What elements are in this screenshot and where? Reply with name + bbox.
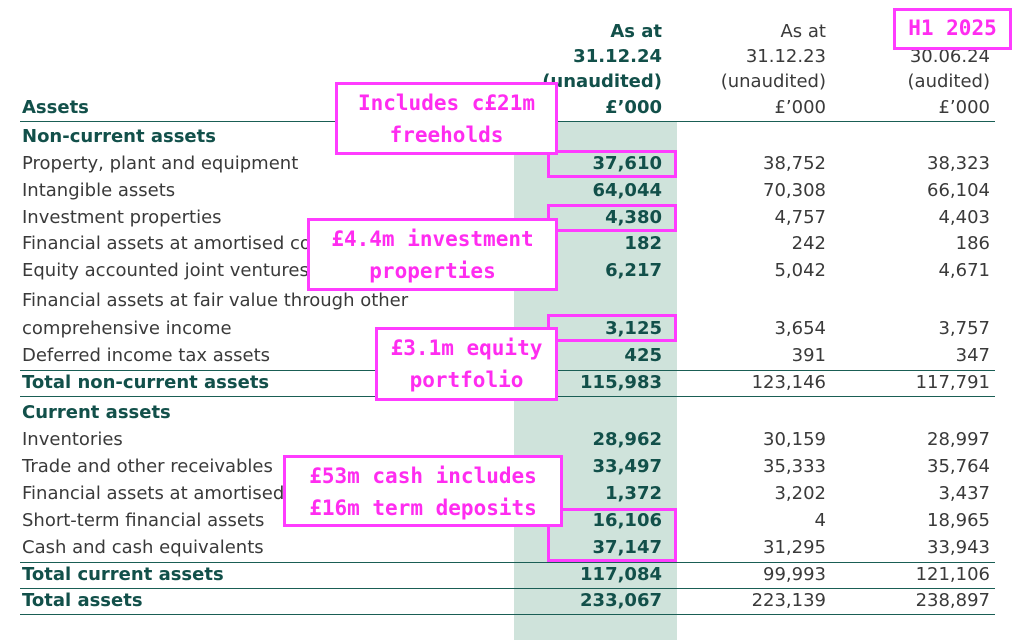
highlight-box xyxy=(547,508,677,562)
highlight-box xyxy=(547,204,677,232)
cell-value: 3,654 xyxy=(774,318,826,339)
cell-value: 425 xyxy=(624,345,662,366)
column-header: 31.12.24 xyxy=(573,46,662,67)
row-label: Investment properties xyxy=(22,207,222,228)
cell-value: 64,044 xyxy=(592,180,662,201)
cell-value: 70,308 xyxy=(763,180,826,201)
row-label: Total current assets xyxy=(22,564,224,585)
cell-value: 182 xyxy=(624,233,662,254)
cell-value: 37,610 xyxy=(592,153,662,174)
row-label: Non-current assets xyxy=(22,126,216,147)
cell-value: 35,764 xyxy=(927,456,990,477)
cell-value: 31,295 xyxy=(763,537,826,558)
cell-value: 30,159 xyxy=(763,429,826,450)
cell-value: 117,791 xyxy=(915,372,990,393)
annotation: H1 2025 xyxy=(893,8,1012,50)
cell-value: 4,403 xyxy=(938,207,990,228)
row-label: Total non-current assets xyxy=(22,372,270,393)
cell-value: 238,897 xyxy=(915,590,990,611)
row-label: Cash and cash equivalents xyxy=(22,537,264,558)
row-label: Financial assets at amortised cost xyxy=(22,483,328,504)
cell-value: 99,993 xyxy=(763,564,826,585)
row-label: Trade and other receivables xyxy=(22,456,273,477)
annotation: Includes c£21m freeholds xyxy=(335,82,558,155)
row-label: Inventories xyxy=(22,429,123,450)
cell-value: 1,372 xyxy=(605,483,662,504)
row-label: Total assets xyxy=(22,590,143,611)
column-header: As at xyxy=(780,21,826,42)
column-header: £’000 xyxy=(938,97,990,118)
cell-value: 38,752 xyxy=(763,153,826,174)
cell-value: 233,067 xyxy=(580,590,662,611)
cell-value: 223,139 xyxy=(751,590,826,611)
cell-value: 3,757 xyxy=(938,318,990,339)
cell-value: 5,042 xyxy=(774,260,826,281)
cell-value: 35,333 xyxy=(763,456,826,477)
column-header: 31.12.23 xyxy=(745,46,826,67)
cell-value: 3,202 xyxy=(774,483,826,504)
row-label: Current assets xyxy=(22,402,171,423)
column-header: £’000 xyxy=(774,97,826,118)
rule xyxy=(20,614,995,615)
row-label: Financial assets at amortised cost xyxy=(22,233,328,254)
row-label: Deferred income tax assets xyxy=(22,345,271,366)
cell-value: 347 xyxy=(955,345,990,366)
row-label: Property, plant and equipment xyxy=(22,153,299,174)
cell-value: 28,962 xyxy=(592,429,662,450)
cell-value: 38,323 xyxy=(927,153,990,174)
annotation: £4.4m investment properties xyxy=(307,218,558,291)
cell-value: 4 xyxy=(814,510,826,531)
row-label: Short-term financial assets xyxy=(22,510,265,531)
rule xyxy=(20,562,995,563)
row-label: comprehensive income xyxy=(22,318,232,339)
cell-value: 121,106 xyxy=(915,564,990,585)
cell-value: 6,217 xyxy=(605,260,662,281)
cell-value: 3,437 xyxy=(938,483,990,504)
cell-value: 37,147 xyxy=(592,537,662,558)
cell-value: 16,106 xyxy=(592,510,662,531)
section-label: Assets xyxy=(22,97,89,118)
annotation: £3.1m equity portfolio xyxy=(375,327,558,401)
cell-value: 123,146 xyxy=(751,372,826,393)
cell-value: 4,757 xyxy=(774,207,826,228)
cell-value: 391 xyxy=(791,345,826,366)
row-label: Intangible assets xyxy=(22,180,176,201)
row-label: Equity accounted joint ventures xyxy=(22,260,309,281)
cell-value: 4,380 xyxy=(605,207,662,228)
cell-value: 28,997 xyxy=(927,429,990,450)
column-header: (unaudited) xyxy=(542,71,662,92)
cell-value: 117,084 xyxy=(580,564,662,585)
cell-value: 18,965 xyxy=(927,510,990,531)
column-header: (audited) xyxy=(907,71,990,92)
cell-value: 66,104 xyxy=(927,180,990,201)
row-label: Financial assets at fair value through o… xyxy=(22,290,409,311)
cell-value: 4,671 xyxy=(938,260,990,281)
column-header: £’000 xyxy=(605,97,662,118)
column-header: As at xyxy=(610,21,662,42)
rule xyxy=(20,588,995,589)
highlight-box xyxy=(547,150,677,178)
cell-value: 33,943 xyxy=(927,537,990,558)
cell-value: 33,497 xyxy=(592,456,662,477)
cell-value: 3,125 xyxy=(605,318,662,339)
highlight-box xyxy=(547,314,677,342)
annotation: £53m cash includes £16m term deposits xyxy=(283,455,563,527)
column-header: (unaudited) xyxy=(720,71,826,92)
cell-value: 242 xyxy=(791,233,826,254)
cell-value: 186 xyxy=(955,233,990,254)
cell-value: 115,983 xyxy=(580,372,662,393)
column-header: 30.06.24 xyxy=(909,46,990,67)
